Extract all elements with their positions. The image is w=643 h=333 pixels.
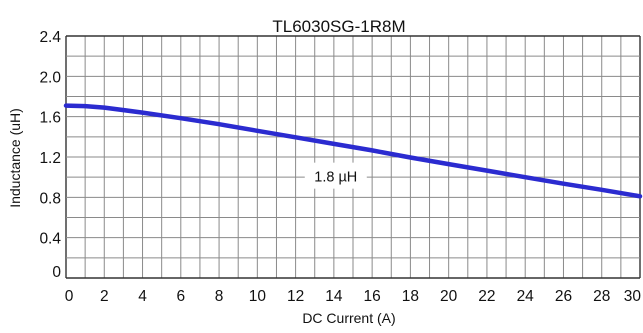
x-tick-label: 12 [287, 288, 304, 305]
x-tick-label: 18 [402, 288, 419, 305]
tick-labels: 0 2 4 6 8 10 12 14 16 18 20 22 24 26 28 302.42.01.61.20… [39, 29, 641, 305]
y-tick-label: 0.8 [39, 190, 61, 207]
y-tick-label: 1.2 [39, 150, 61, 167]
x-axis-title: DC Current (A) [302, 310, 395, 326]
x-tick-label: 8 [215, 288, 224, 305]
series-layer: 1.8 µH [63, 103, 643, 199]
y-tick-label: 2.4 [39, 29, 61, 46]
x-tick-label: 2 [100, 288, 109, 305]
y-tick-label: 2.0 [39, 69, 61, 86]
x-tick-label: 28 [593, 288, 610, 305]
x-tick-label: 4 [138, 288, 147, 305]
x-tick-label: 14 [325, 288, 343, 305]
x-tick-label: 24 [517, 288, 535, 305]
y-tick-label: 1.6 [39, 110, 61, 127]
y-tick-label: 0 [52, 264, 61, 281]
x-tick-label: 6 [176, 288, 185, 305]
chart-title: TL6030SG-1R8M [272, 17, 405, 36]
x-tick-label: 0 [65, 288, 74, 305]
x-tick-label: 16 [364, 288, 381, 305]
x-tick-label: 26 [555, 288, 572, 305]
x-tick-label: 22 [478, 288, 495, 305]
series-label: 1.8 µH [314, 170, 357, 186]
series-line [63, 103, 643, 199]
y-tick-label: 0.4 [39, 231, 61, 248]
y-axis-title: Inductance (uH) [7, 108, 23, 208]
x-tick-label: 10 [249, 288, 267, 305]
series-label-background [304, 162, 367, 189]
x-tick-label: 20 [440, 288, 458, 305]
grid [65, 35, 641, 279]
x-tick-label: 30 [624, 288, 642, 305]
